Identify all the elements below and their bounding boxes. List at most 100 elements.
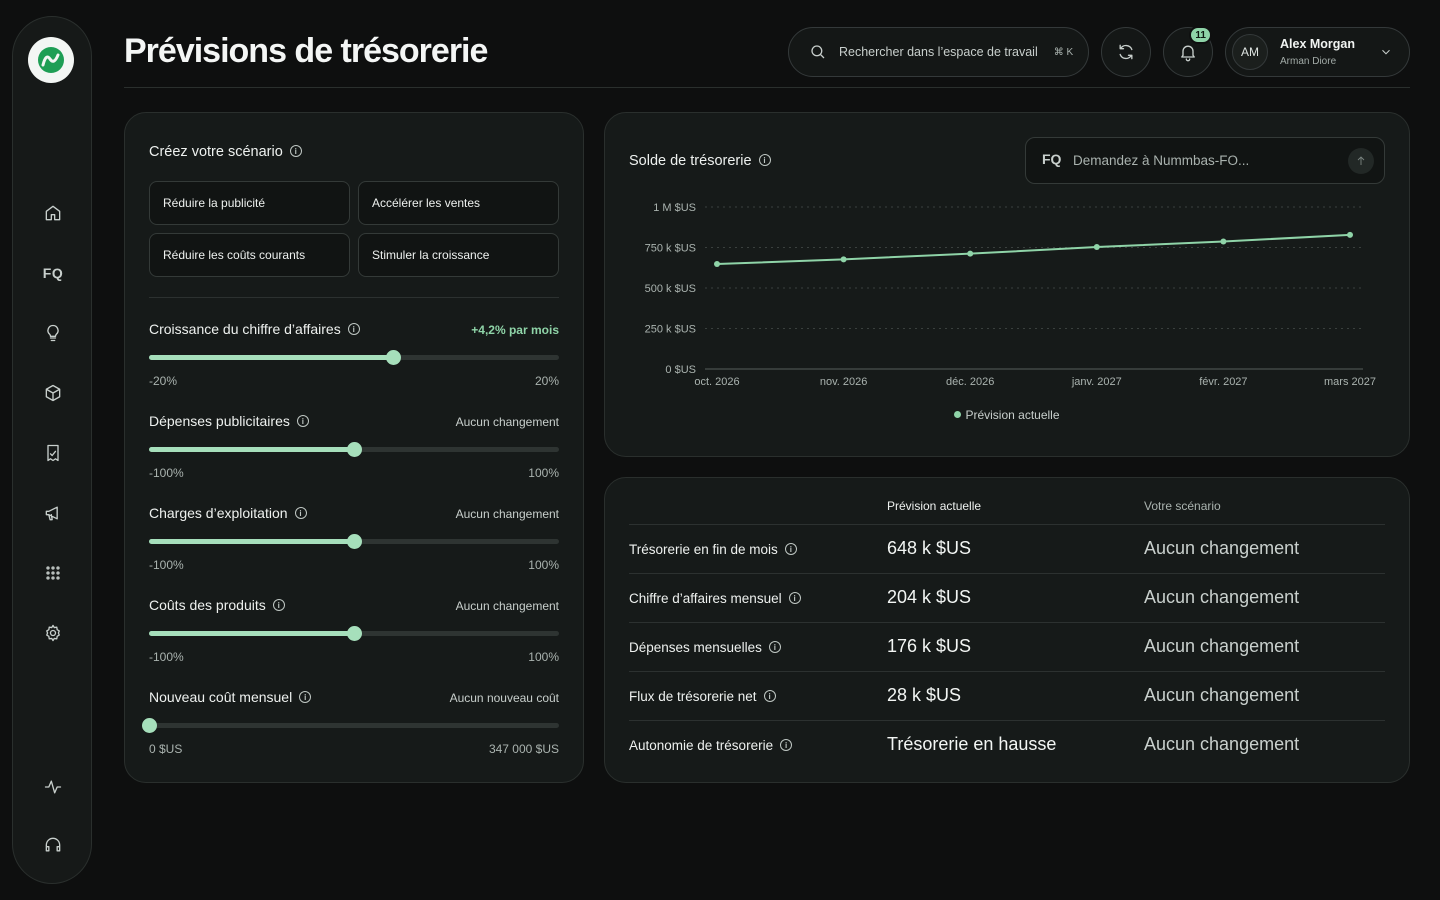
scenario-button-reduce-costs[interactable]: Réduire les coûts courants [149, 233, 350, 277]
notifications-button[interactable]: 11 [1163, 26, 1213, 77]
slider-fill [149, 631, 354, 636]
slider-block: Coûts des produits i Aucun changement -100%… [149, 597, 559, 677]
row-scenario-value: Aucun changement [1144, 587, 1300, 607]
slider-label: Coûts des produits i [149, 597, 285, 613]
sidebar: FQ [12, 16, 92, 884]
x-tick-label: nov. 2026 [820, 376, 868, 388]
info-icon[interactable]: i [768, 641, 781, 654]
legend-dot [954, 411, 962, 419]
user-menu[interactable]: AM Alex Morgan Arman Diore [1225, 27, 1410, 77]
gear-icon [46, 624, 60, 642]
slider-label: Charges d’exploitation i [149, 505, 307, 521]
slider-thumb[interactable] [347, 442, 362, 457]
row-label: Chiffre d’affaires mensuel i [629, 591, 801, 606]
cube-icon [45, 384, 61, 402]
slider-thumb[interactable] [385, 350, 401, 365]
slider-track[interactable] [149, 442, 559, 457]
row-label: Dépenses mensuelles i [629, 640, 781, 655]
slider-label-text: Croissance du chiffre d’affaires [149, 321, 341, 337]
slider-max: 100% [528, 466, 559, 480]
scenario-button-accelerate-sales[interactable]: Accélérer les ventes [358, 181, 559, 225]
info-icon[interactable]: i [299, 691, 312, 704]
nav-fq[interactable]: FQ [37, 257, 69, 289]
scenario-button-boost-growth[interactable]: Stimuler la croissance [358, 233, 559, 277]
cash-balance-chart: 0 $US 250 k $US 500 k $US 750 k $US 1 M $US o… [645, 202, 1376, 388]
search-placeholder: Rechercher dans l’espace de travail [839, 45, 1038, 59]
row-scenario-value: Aucun changement [1144, 685, 1300, 705]
slider-min: -100% [149, 650, 184, 664]
grid-icon [46, 566, 60, 580]
row-scenario-value: Aucun changement [1144, 636, 1300, 656]
slider-max: 100% [528, 650, 559, 664]
y-tick-label: 250 k $US [645, 324, 696, 336]
x-tick-label: oct. 2026 [694, 376, 739, 388]
refresh-button[interactable] [1101, 27, 1151, 77]
row-label-text: Autonomie de trésorerie [629, 738, 774, 753]
slider-track[interactable] [149, 350, 559, 365]
slider-status: Aucun changement [455, 415, 559, 429]
ask-placeholder: Demandez à Nummbas-FO... [1073, 153, 1250, 168]
chart-title-text: Solde de trésorerie [629, 153, 752, 169]
slider-label: Dépenses publicitaires i [149, 413, 309, 429]
slider-block: Nouveau coût mensuel i Aucun nouveau coût 0… [142, 689, 559, 769]
row-label-text: Chiffre d’affaires mensuel [629, 591, 782, 606]
table-row: Chiffre d’affaires mensuel i 204 k $US Aucu… [629, 573, 1385, 622]
app-logo[interactable] [28, 37, 74, 83]
nav-apps[interactable] [37, 557, 69, 589]
info-icon[interactable]: i [758, 154, 771, 167]
y-tick-label: 0 $US [665, 364, 696, 376]
info-icon[interactable]: i [788, 592, 801, 605]
nav-reports[interactable] [37, 437, 69, 469]
info-icon[interactable]: i [289, 145, 302, 158]
slider-thumb[interactable] [347, 626, 362, 641]
y-tick-label: 750 k $US [645, 243, 696, 255]
nav-home[interactable] [37, 197, 69, 229]
info-icon[interactable]: i [296, 415, 309, 428]
slider-track[interactable] [142, 718, 559, 733]
slider-fill [149, 539, 354, 544]
info-icon[interactable]: i [784, 543, 797, 556]
slider-thumb[interactable] [142, 718, 157, 733]
send-button[interactable] [1348, 148, 1374, 174]
nav-insights[interactable] [37, 317, 69, 349]
divider [149, 297, 559, 298]
search-icon [811, 45, 825, 59]
slider-min: -20% [149, 374, 178, 388]
notification-badge: 11 [1189, 26, 1212, 44]
slider-status: Aucun nouveau coût [449, 691, 559, 705]
slider-min: -100% [149, 558, 184, 572]
nav-products[interactable] [37, 377, 69, 409]
nav-support[interactable] [37, 829, 69, 861]
headset-icon [45, 837, 61, 852]
nav-activity[interactable] [37, 771, 69, 803]
y-tick-label: 500 k $US [645, 283, 696, 295]
info-icon[interactable]: i [294, 507, 307, 520]
legend-label: Prévision actuelle [965, 408, 1060, 422]
slider-thumb[interactable] [347, 534, 362, 549]
refresh-icon [1119, 44, 1133, 60]
nav-marketing[interactable] [37, 497, 69, 529]
info-icon[interactable]: i [347, 323, 360, 336]
series-line [716, 233, 1351, 266]
ask-assistant-input[interactable]: FQ Demandez à Nummbas-FO... [1025, 137, 1385, 184]
data-point [1347, 231, 1353, 238]
slider-label-text: Dépenses publicitaires [149, 413, 290, 429]
forecast-table: Prévision actuelle Votre scénario Trésor… [604, 477, 1410, 783]
row-current-value: 204 k $US [887, 587, 972, 607]
scenario-title: Créez votre scénario i [149, 144, 302, 160]
scenario-button-reduce-ads[interactable]: Réduire la publicité [149, 181, 350, 225]
row-current-value: 28 k $US [887, 685, 962, 705]
nav-settings[interactable] [37, 617, 69, 649]
user-subtitle: Arman Diore [1280, 56, 1337, 67]
slider-track[interactable] [149, 626, 559, 641]
info-icon[interactable]: i [780, 739, 793, 752]
slider-track[interactable] [149, 534, 559, 549]
y-tick-label: 1 M $US [653, 202, 696, 214]
row-current-value: Trésorerie en hausse [887, 734, 1057, 754]
scenario-title-text: Créez votre scénario [149, 144, 283, 160]
info-icon[interactable]: i [763, 690, 776, 703]
row-label-text: Trésorerie en fin de mois [629, 542, 778, 557]
fq-icon: FQ [42, 265, 64, 281]
info-icon[interactable]: i [272, 599, 285, 612]
search-input[interactable]: Rechercher dans l’espace de travail ⌘ K [788, 27, 1089, 77]
